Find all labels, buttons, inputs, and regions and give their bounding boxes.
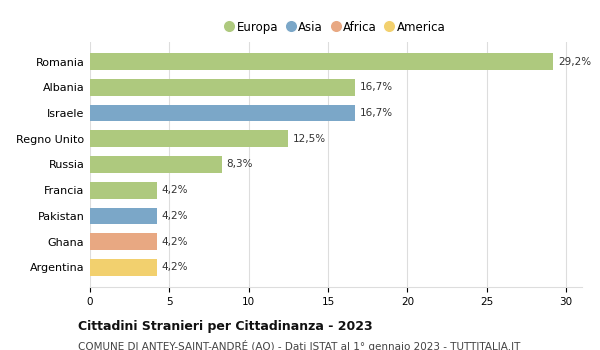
Bar [90,233,157,250]
Text: 4,2%: 4,2% [161,211,188,221]
Text: 4,2%: 4,2% [161,262,188,273]
Bar [90,208,157,224]
Bar [90,259,157,276]
Bar [90,53,553,70]
Legend: Europa, Asia, Africa, America: Europa, Asia, Africa, America [221,16,451,38]
Text: 29,2%: 29,2% [558,56,592,66]
Text: 16,7%: 16,7% [360,108,393,118]
Text: 4,2%: 4,2% [161,237,188,247]
Bar [90,156,222,173]
Bar [90,131,289,147]
Text: 4,2%: 4,2% [161,185,188,195]
Text: 8,3%: 8,3% [226,160,253,169]
Bar [90,105,355,121]
Text: 16,7%: 16,7% [360,82,393,92]
Bar [90,79,355,96]
Text: Cittadini Stranieri per Cittadinanza - 2023: Cittadini Stranieri per Cittadinanza - 2… [78,320,373,333]
Bar [90,182,157,198]
Text: 12,5%: 12,5% [293,134,326,144]
Text: COMUNE DI ANTEY-SAINT-ANDRÉ (AO) - Dati ISTAT al 1° gennaio 2023 - TUTTITALIA.IT: COMUNE DI ANTEY-SAINT-ANDRÉ (AO) - Dati … [78,340,520,350]
